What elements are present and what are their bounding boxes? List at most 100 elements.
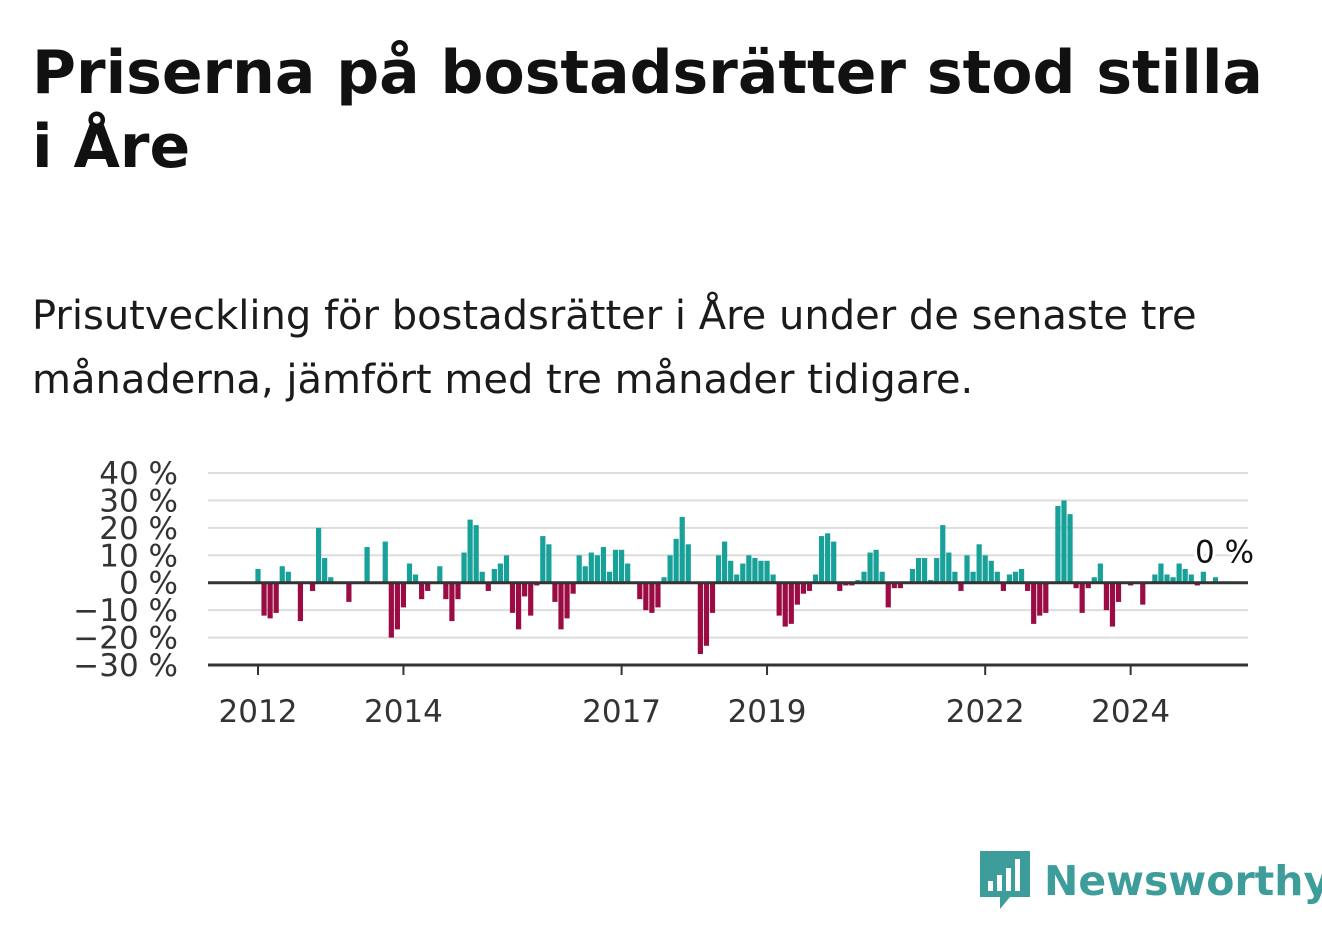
bar xyxy=(915,558,922,583)
bar xyxy=(679,516,685,583)
bar xyxy=(909,569,916,583)
bar xyxy=(740,563,746,583)
x-tick-label: 2014 xyxy=(364,694,443,730)
bar xyxy=(273,582,279,613)
bar xyxy=(806,582,813,591)
bar xyxy=(267,582,273,619)
bar xyxy=(1061,500,1067,583)
bar xyxy=(1212,577,1219,583)
bar xyxy=(600,547,607,583)
bar xyxy=(867,552,873,583)
bar xyxy=(1031,582,1037,624)
bar xyxy=(328,577,334,583)
bar xyxy=(1140,582,1146,605)
bar xyxy=(667,555,673,583)
bar xyxy=(661,577,667,583)
bar xyxy=(952,571,958,583)
bar xyxy=(722,541,728,583)
x-tick-label: 2019 xyxy=(728,694,807,730)
bar xyxy=(625,563,631,583)
bar xyxy=(1085,582,1091,589)
bar xyxy=(255,569,261,583)
bar xyxy=(897,582,903,589)
bar xyxy=(697,582,703,655)
bar xyxy=(703,582,710,646)
bar xyxy=(873,549,879,583)
bar xyxy=(546,544,552,583)
bar xyxy=(958,582,964,591)
bar xyxy=(461,552,467,583)
bar xyxy=(449,582,455,622)
y-tick-label: 40 % xyxy=(99,456,178,492)
bar xyxy=(1115,582,1122,602)
bar xyxy=(503,555,510,583)
bar xyxy=(1152,574,1158,583)
y-axis-ticks: 40 %30 %20 %10 %0 %−10 %−20 %−30 % xyxy=(73,456,178,684)
bar xyxy=(261,582,267,616)
x-tick-label: 2024 xyxy=(1091,694,1170,730)
bar xyxy=(1200,571,1206,583)
bar xyxy=(1055,505,1061,583)
y-tick-label: 10 % xyxy=(99,538,178,574)
y-tick-label: 0 % xyxy=(119,566,178,602)
bar xyxy=(467,519,473,583)
bar xyxy=(879,571,885,583)
bar xyxy=(570,582,576,594)
bar xyxy=(885,582,891,608)
bar xyxy=(1164,574,1170,583)
bar xyxy=(728,560,734,583)
bar xyxy=(709,582,716,613)
bar xyxy=(970,571,976,583)
bar xyxy=(825,533,831,583)
bar xyxy=(861,571,867,583)
newsworthy-logo-icon xyxy=(980,851,1030,909)
bar xyxy=(406,563,413,583)
bar xyxy=(485,582,491,591)
bar xyxy=(655,582,661,608)
bar xyxy=(588,552,594,583)
last-value-label: 0 % xyxy=(1195,535,1254,571)
bar xyxy=(831,541,837,583)
bar xyxy=(734,574,740,583)
bar xyxy=(297,582,304,622)
bar xyxy=(715,555,722,583)
bar xyxy=(1079,582,1085,613)
bar xyxy=(1073,582,1079,589)
bar xyxy=(515,582,522,630)
bar xyxy=(316,527,322,583)
bar xyxy=(1097,563,1103,583)
annotations: 0 % xyxy=(1192,532,1257,574)
bar xyxy=(1018,569,1025,583)
bar xyxy=(558,582,564,630)
bar xyxy=(1109,582,1116,627)
bar xyxy=(1182,569,1188,583)
bar xyxy=(1170,577,1176,583)
bar xyxy=(837,582,843,591)
bar xyxy=(394,582,400,630)
y-tick-label: −20 % xyxy=(73,621,178,657)
bar xyxy=(782,582,788,627)
bar xyxy=(800,582,806,594)
bar xyxy=(1043,582,1049,613)
bar xyxy=(752,558,758,583)
bar xyxy=(673,538,679,583)
bar xyxy=(764,560,770,583)
bar xyxy=(455,582,461,600)
bar xyxy=(758,560,764,583)
chart-title: Priserna på bostadsrätter stod stilla i … xyxy=(32,38,1263,182)
bar xyxy=(552,582,558,602)
bar xyxy=(1006,574,1013,583)
bar xyxy=(1012,571,1019,583)
bar xyxy=(528,582,534,616)
y-tick-label: 30 % xyxy=(99,483,178,519)
bar xyxy=(419,582,425,600)
bar xyxy=(1103,582,1109,611)
bar xyxy=(479,571,485,583)
bar xyxy=(637,582,643,600)
bar xyxy=(649,582,655,613)
newsworthy-logo: Newsworthy xyxy=(980,850,1322,912)
bar xyxy=(564,582,570,619)
bar xyxy=(285,571,291,583)
bar xyxy=(322,558,328,583)
x-tick-label: 2017 xyxy=(582,694,661,730)
